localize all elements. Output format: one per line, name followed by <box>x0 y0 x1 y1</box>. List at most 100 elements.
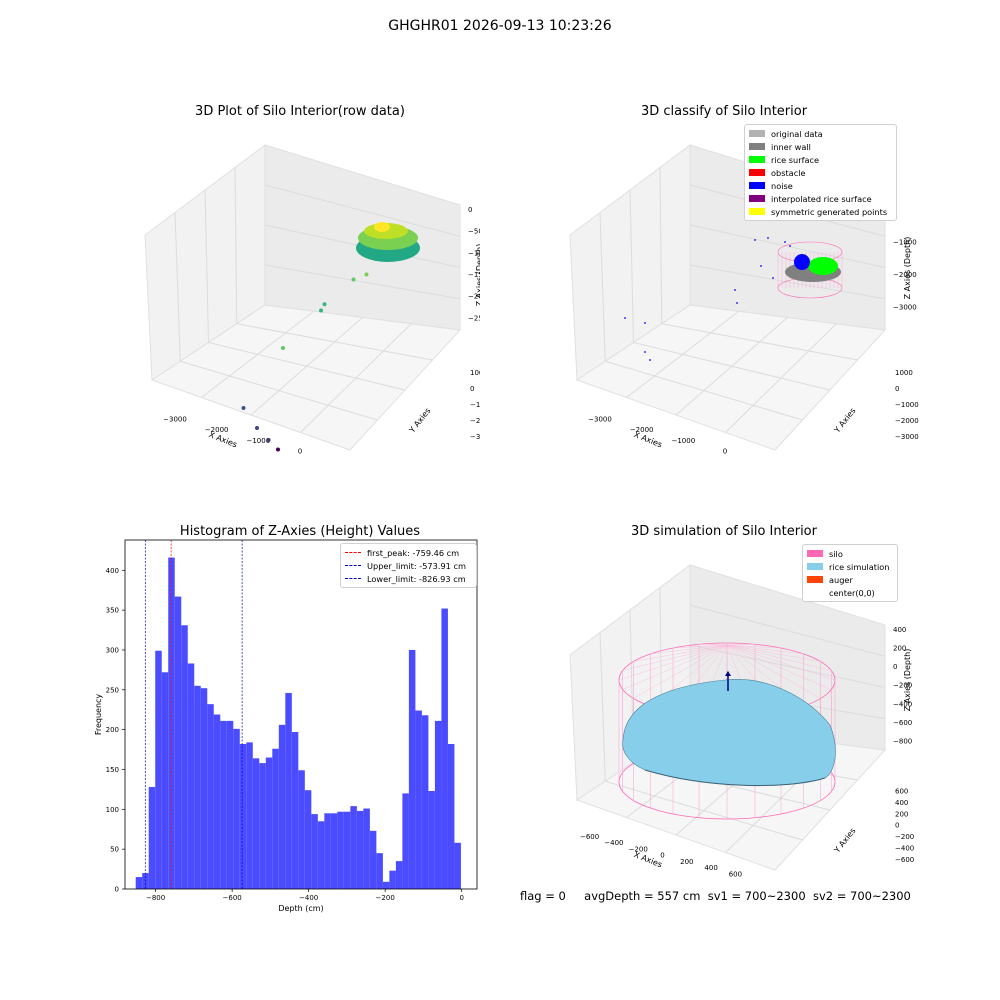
histogram-bar <box>161 672 169 889</box>
cluster-peak <box>374 222 390 232</box>
y-tick-label: 300 <box>106 646 119 654</box>
grid-line <box>659 167 663 324</box>
z-tick-label: −400 <box>893 700 912 708</box>
histogram-bar <box>356 810 364 889</box>
legend-entry: rice surface <box>749 153 892 166</box>
histogram-bar <box>298 770 305 889</box>
rice-surface-edge <box>644 769 826 787</box>
z-tick-label: −3000 <box>893 304 917 312</box>
panel1-title: 3D Plot of Silo Interior(row data) <box>195 104 405 119</box>
rice-surface-points <box>808 257 838 275</box>
histogram-bar <box>369 830 377 889</box>
histogram-bar <box>402 793 409 889</box>
y-axis-label: Y Axies <box>407 406 433 435</box>
grid-line <box>633 342 831 391</box>
y-tick-label: −600 <box>895 856 914 864</box>
grid-line <box>661 323 858 361</box>
simulation-legend: silo rice simulation auger center(0,0) <box>802 544 898 602</box>
legend-entry: first_peak: -759.46 cm <box>345 546 472 559</box>
z-axis-label: Z Axies (Depth) <box>903 649 912 712</box>
histogram-bar <box>428 790 435 889</box>
y-axis-label: Frequency <box>94 694 103 736</box>
histogram-bar <box>421 715 429 889</box>
plot-frame <box>124 539 478 890</box>
histogram-bar <box>447 743 455 889</box>
x-tick-label: −2000 <box>205 426 229 434</box>
y-tick-label: 0 <box>895 385 899 393</box>
grid-line <box>174 212 181 362</box>
histogram-chart: −800 −600 −400 −200 0 0 50 100 150 200 250 300 350 40… <box>94 539 478 913</box>
x-tick-label: −200 <box>629 845 648 853</box>
status-footer: flag = 0 avgDepth = 557 cm sv1 = 700~230… <box>520 889 911 903</box>
grid-line <box>689 604 886 657</box>
y-tick-label: 0 <box>895 822 899 830</box>
histogram-bar <box>363 808 370 889</box>
cone-line <box>726 644 821 699</box>
legend-entry: center(0,0) <box>807 586 893 599</box>
legend-entry: auger <box>807 573 893 586</box>
histogram-bar <box>239 743 247 889</box>
noise-point <box>772 277 774 279</box>
histogram-bar <box>174 596 182 889</box>
x-tick-label: −600 <box>580 833 599 841</box>
noise-point <box>767 237 769 239</box>
histogram-bar <box>350 806 357 889</box>
noise-point <box>789 245 791 247</box>
histogram-bar <box>200 688 208 889</box>
noise-point <box>734 289 736 291</box>
z-tick-label: −500 <box>468 228 480 236</box>
grid-line <box>599 212 606 362</box>
noise-point <box>754 239 756 241</box>
x-tick-label: −800 <box>146 894 165 902</box>
data-point <box>276 447 280 452</box>
legend-swatch <box>749 169 765 176</box>
x-tick-label: 600 <box>729 870 742 878</box>
legend-swatch <box>807 563 823 570</box>
grid-line <box>725 323 837 433</box>
grid-line <box>300 323 412 433</box>
grid-line <box>264 264 461 300</box>
histogram-bar <box>317 821 325 889</box>
z-tick-label: −2500 <box>468 314 480 322</box>
z-tick-label: 200 <box>893 645 906 653</box>
y-tick-label: 400 <box>895 799 908 807</box>
z-tick-label: −2000 <box>893 271 917 279</box>
y-tick-label: −2000 <box>470 417 480 425</box>
cone-line <box>726 644 755 646</box>
legend-entry: rice simulation <box>807 560 893 573</box>
legend-entry: Upper_limit: -573.91 cm <box>345 559 472 572</box>
legend-label: symmetric generated points <box>771 206 888 217</box>
x-tick-label: −3000 <box>588 415 612 423</box>
y-tick-label: −3000 <box>895 433 919 441</box>
legend-label: interpolated rice surface <box>771 193 872 204</box>
raw-scatter-3d: −3000 −2000 −1000 0 1000 0 −1000 −2000 −3000 0 −50… <box>144 144 480 456</box>
cone-line <box>633 644 728 699</box>
data-point <box>266 438 271 442</box>
histogram-bar <box>389 870 396 889</box>
y-tick-label: −400 <box>895 845 914 853</box>
grid-line <box>264 184 461 237</box>
noise-point <box>784 241 786 243</box>
x-tick-label: −200 <box>376 894 395 902</box>
y-tick-label: −200 <box>895 833 914 841</box>
cone-line <box>726 644 832 671</box>
legend-swatch <box>749 208 765 215</box>
z-tick-label: −200 <box>893 682 912 690</box>
grid-line <box>689 264 886 300</box>
histogram-bar <box>395 861 403 889</box>
histogram-bar <box>291 732 299 889</box>
histogram-bar <box>272 748 279 889</box>
histogram-bar <box>311 814 318 889</box>
legend-entry: symmetric generated points <box>749 205 892 218</box>
histogram-bar <box>304 790 312 889</box>
histogram-bar <box>181 625 188 889</box>
flag-text: flag = 0 <box>520 889 566 903</box>
grid-line <box>208 342 406 391</box>
cone-line <box>726 644 821 662</box>
noise-point <box>644 351 646 353</box>
histogram-bar <box>415 710 422 889</box>
histogram-bar <box>343 811 351 889</box>
data-point <box>319 308 323 313</box>
y-tick-label: 350 <box>106 607 119 615</box>
grid-line <box>234 167 238 324</box>
